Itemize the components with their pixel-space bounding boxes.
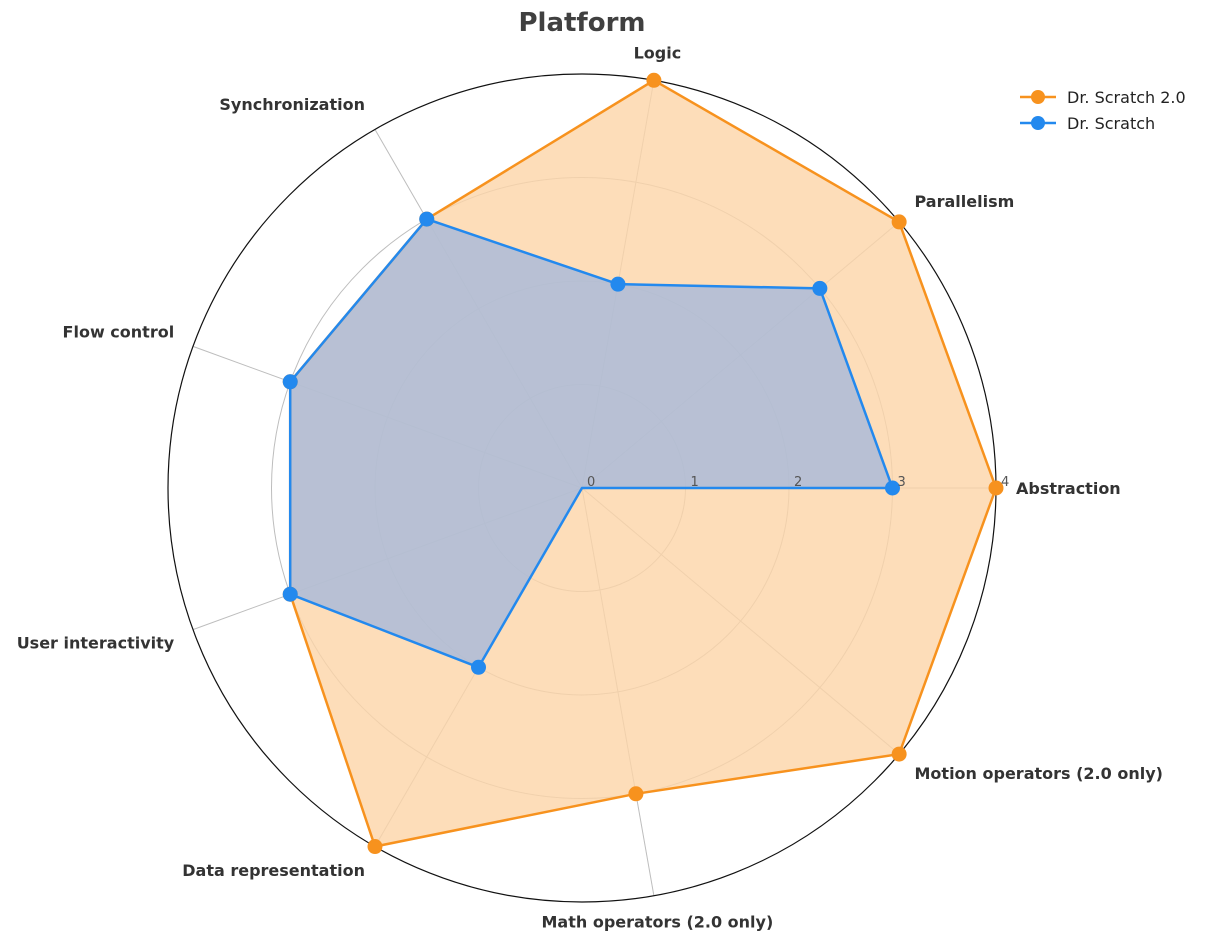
series-1-point-5: [282, 586, 298, 602]
series-1-point-2: [610, 276, 626, 292]
legend: Dr. Scratch 2.0 Dr. Scratch: [1020, 88, 1186, 133]
axis-label-4: Flow control: [63, 323, 175, 342]
series-1-point-6: [471, 659, 486, 675]
axis-labels: Abstraction Parallelism Logic Synchronizati…: [17, 44, 1163, 932]
series-0-point-0: [988, 480, 1004, 496]
radial-tick-labels: 0 1 2 3 4: [587, 475, 1009, 490]
chart-title: Platform: [518, 8, 645, 38]
axis-label-2: Logic: [634, 44, 682, 63]
series-0-point-8: [891, 746, 907, 762]
series-0-point-1: [891, 214, 907, 230]
series-layer: [282, 72, 1004, 855]
series-0-point-6: [367, 839, 383, 855]
tick-label-3: 3: [898, 475, 906, 490]
axis-label-7: Math operators (2.0 only): [542, 912, 774, 931]
series-1-point-1: [812, 280, 828, 296]
axis-label-6: Data representation: [182, 861, 365, 880]
axis-label-3: Synchronization: [219, 95, 365, 114]
series-0-point-2: [646, 72, 662, 88]
tick-label-2: 2: [794, 475, 802, 490]
axis-label-0: Abstraction: [1016, 479, 1121, 498]
tick-label-1: 1: [691, 475, 699, 490]
legend-marker-series-0: [1031, 90, 1045, 104]
legend-label-series-1: Dr. Scratch: [1067, 114, 1155, 133]
series-area-1: [290, 219, 893, 668]
series-1-point-4: [282, 374, 298, 390]
legend-label-series-0: Dr. Scratch 2.0: [1067, 88, 1186, 107]
axis-label-8: Motion operators (2.0 only): [915, 764, 1163, 783]
series-1-point-0: [885, 480, 900, 496]
series-0-point-7: [628, 786, 644, 802]
axis-label-1: Parallelism: [915, 192, 1015, 211]
legend-marker-series-1: [1031, 116, 1045, 130]
tick-label-4: 4: [1001, 475, 1009, 490]
axis-label-5: User interactivity: [17, 633, 175, 652]
tick-label-0: 0: [587, 475, 595, 490]
series-1-point-3: [419, 211, 435, 227]
